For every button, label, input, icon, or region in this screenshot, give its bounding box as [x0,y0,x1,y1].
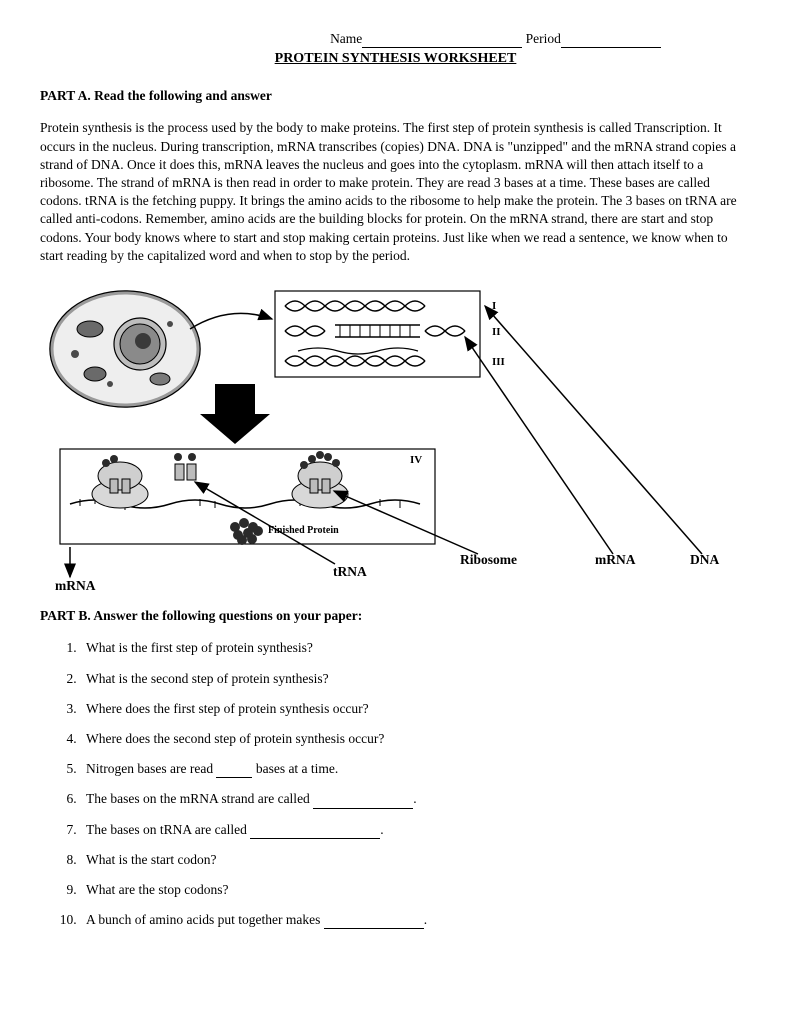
answer-blank[interactable] [216,767,252,778]
part-a-text: Protein synthesis is the process used by… [40,119,751,265]
roman-ii-label: II [492,326,501,338]
question-item: Where does the second step of protein sy… [80,730,751,748]
ribosome-label: Ribosome [460,551,517,569]
mrna-bottom-label: mRNA [55,577,96,595]
roman-iv-label: IV [410,454,422,466]
part-a-heading: PART A. Read the following and answer [40,87,751,105]
question-text-post: bases at a time. [252,761,338,776]
question-item: What is the first step of protein synthe… [80,639,751,657]
answer-blank[interactable] [324,918,424,929]
question-text: What is the start codon? [86,852,216,867]
question-text: Where does the second step of protein sy… [86,731,384,746]
period-label: Period [526,31,561,46]
big-arrow-down-icon [200,384,270,444]
question-item: A bunch of amino acids put together make… [80,911,751,929]
arrow-cell-to-panel [190,313,272,329]
roman-i-label: I [492,300,496,312]
worksheet-title: PROTEIN SYNTHESIS WORKSHEET [40,50,751,69]
question-text: What is the first step of protein synthe… [86,640,313,655]
diagram-area: I II III [40,279,750,599]
roman-iii-label: III [492,356,505,368]
question-item: The bases on the mRNA strand are called … [80,790,751,808]
question-text-post: . [413,791,416,806]
trna-label: tRNA [333,563,367,581]
arrow-mrna-right [465,337,613,554]
name-blank[interactable] [362,36,522,48]
part-b-heading: PART B. Answer the following questions o… [40,607,751,625]
question-text: Where does the first step of protein syn… [86,701,369,716]
question-text-post: . [424,912,427,927]
question-item: What is the second step of protein synth… [80,670,751,688]
question-text: Nitrogen bases are read [86,761,216,776]
question-item: What is the start codon? [80,851,751,869]
diagram-svg: I II III [40,279,750,599]
mrna-right-label: mRNA [595,551,636,569]
answer-blank[interactable] [313,798,413,809]
transcription-panel-icon [275,291,480,377]
question-item: The bases on tRNA are called . [80,821,751,839]
question-item: What are the stop codons? [80,881,751,899]
answer-blank[interactable] [250,828,380,839]
question-text: The bases on the mRNA strand are called [86,791,313,806]
cell-icon [50,291,200,407]
name-label: Name [330,31,362,46]
question-text: What are the stop codons? [86,882,228,897]
question-item: Nitrogen bases are read bases at a time. [80,760,751,778]
question-text-post: . [380,822,383,837]
translation-panel-icon: Finished Protein [60,449,435,545]
question-text: What is the second step of protein synth… [86,671,329,686]
period-blank[interactable] [561,36,661,48]
dna-label: DNA [690,551,719,569]
question-text: The bases on tRNA are called [86,822,250,837]
question-item: Where does the first step of protein syn… [80,700,751,718]
header-row: Name Period [240,30,751,48]
arrow-dna [485,306,702,554]
question-text: A bunch of amino acids put together make… [86,912,324,927]
question-list: What is the first step of protein synthe… [80,639,751,929]
